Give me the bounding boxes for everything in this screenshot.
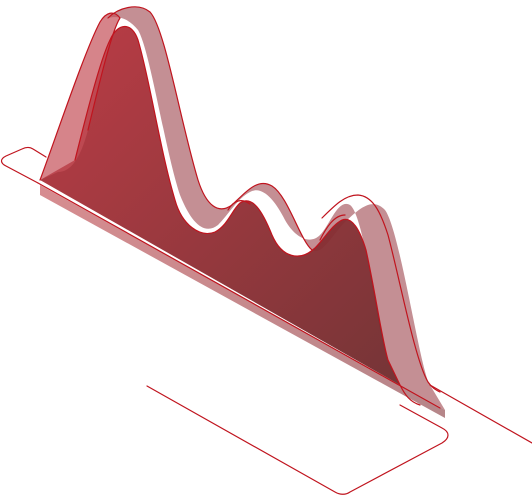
front-wave-face bbox=[40, 26, 400, 385]
back-wave-face bbox=[108, 6, 445, 411]
left-peak-face bbox=[40, 13, 120, 180]
floor-ribbon bbox=[40, 185, 445, 418]
outline-strokes bbox=[0, 6, 532, 495]
